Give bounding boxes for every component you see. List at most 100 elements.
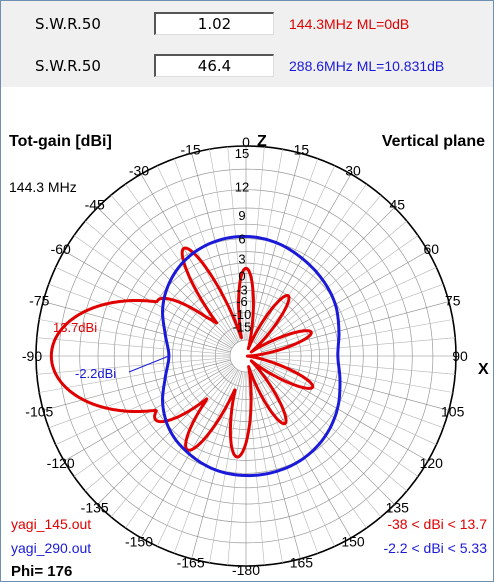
series-2-trace — [161, 235, 342, 478]
grid-spoke — [227, 371, 245, 566]
grid-spoke — [261, 319, 453, 354]
grid-spoke — [254, 183, 367, 344]
grid-spoke — [257, 207, 395, 345]
grid-spoke — [157, 165, 240, 342]
swr-row-2: S.W.R.50 46.4 288.6MHz ML=10.831dB — [1, 51, 493, 81]
angle-tick-label: -15 — [180, 141, 200, 157]
angle-tick-label: -90 — [22, 348, 42, 364]
grid-spoke — [258, 364, 419, 477]
grid-spoke — [43, 301, 231, 353]
swr-value-field: 1.02 — [154, 12, 274, 35]
grid-spoke — [73, 235, 234, 348]
swr-label: S.W.R.50 — [35, 15, 101, 33]
grid-spoke — [260, 362, 437, 445]
grid-spoke — [252, 370, 335, 547]
grid-spoke — [191, 153, 243, 341]
angle-tick-label: 150 — [341, 533, 365, 549]
grid-spoke — [36, 337, 231, 355]
angle-tick-label: 90 — [452, 348, 468, 364]
grid-spoke — [258, 235, 419, 348]
swr-row-1: S.W.R.50 1.02 144.3MHz ML=0dB — [1, 9, 493, 39]
angle-tick-label: 135 — [386, 499, 410, 515]
grid-spoke — [258, 366, 408, 492]
angle-tick-label: 30 — [345, 163, 361, 179]
swr-value-field: 46.4 — [154, 54, 274, 77]
angle-tick-label: -105 — [25, 403, 53, 419]
chart-title-right: Vertical plane — [382, 133, 485, 150]
radial-tick-label: -6 — [236, 294, 248, 309]
grid-spoke — [157, 370, 240, 547]
grid-spoke — [36, 357, 231, 375]
angle-tick-label: -135 — [81, 499, 109, 515]
grid-spoke — [256, 194, 382, 344]
grid-spoke — [73, 364, 234, 477]
grid-spoke — [251, 370, 319, 554]
axis-letter-x: X — [478, 361, 489, 378]
grid-spoke — [259, 250, 429, 349]
radial-tick-label: -10 — [233, 307, 252, 322]
angle-tick-label: -150 — [125, 533, 153, 549]
radial-tick-label: 3 — [238, 252, 245, 267]
swr-label: S.W.R.50 — [35, 57, 101, 75]
grid-spoke — [55, 362, 232, 445]
grid-spoke — [84, 220, 234, 346]
series-group — [49, 235, 342, 478]
grid-spoke — [227, 146, 245, 341]
axis-letter-z: Z — [257, 133, 267, 150]
frequency-label: 144.3 MHz — [9, 179, 77, 195]
grid-spoke — [48, 361, 232, 429]
angle-tick-label: 45 — [390, 197, 406, 213]
grid-spoke — [39, 319, 231, 354]
angle-tick-label: 60 — [424, 241, 440, 257]
grid-spoke — [253, 369, 352, 539]
angle-tick-label: -165 — [177, 555, 205, 571]
angle-tick-label: -45 — [85, 197, 105, 213]
swr-panel: S.W.R.50 1.02 144.3MHz ML=0dB S.W.R.50 4… — [1, 1, 493, 87]
angle-tick-label: -60 — [51, 241, 71, 257]
radial-tick-label: 9 — [238, 208, 245, 223]
grid-spoke — [260, 283, 444, 351]
grid-spoke — [249, 153, 301, 341]
grid-spoke — [110, 368, 236, 518]
angle-tick-label: 15 — [294, 141, 310, 157]
legend-range-1: -38 < dBi < 13.7 — [387, 516, 487, 532]
swr-note: 144.3MHz ML=0dB — [289, 16, 410, 32]
series-1-trace — [49, 246, 315, 459]
radial-tick-label: 15 — [235, 146, 249, 161]
grid-spoke — [43, 359, 231, 411]
angle-tick-label: -180 — [232, 562, 260, 578]
grid-spoke — [251, 158, 319, 342]
angle-tick-label: 105 — [441, 403, 465, 419]
phi-label: Phi= 176 — [11, 563, 72, 580]
grid-spoke — [254, 368, 367, 529]
grid-spoke — [248, 371, 283, 563]
grid-spoke — [260, 361, 444, 429]
polar-chart: 0 153045607590105120135150165-180-165-150… — [9, 133, 489, 580]
series-1-peak-label: 13.7dBi — [53, 320, 97, 335]
angle-tick-label: 75 — [445, 293, 461, 309]
grid-spoke — [259, 363, 429, 462]
grid-spoke — [261, 357, 456, 375]
tick-labels: 0 153045607590105120135150165-180-165-150… — [22, 134, 468, 578]
angle-tick-label: 0 — [242, 134, 250, 150]
grid-spoke — [258, 220, 408, 346]
grid-spoke — [247, 146, 265, 341]
radial-tick-label: -3 — [236, 282, 248, 297]
angle-tick-label: -120 — [47, 455, 75, 471]
radial-tick-label: 6 — [238, 232, 245, 247]
radial-tick-label: -15 — [233, 319, 252, 334]
swr-note: 288.6MHz ML=10.831dB — [289, 58, 445, 74]
grid-spoke — [39, 358, 231, 393]
series-2-peak-label: -2.2dBi — [75, 366, 116, 381]
polar-plot-area: 0 15 30 45 60 75 90 105 120 135 150 165 -180 -165 -150… — [1, 88, 493, 580]
grid-spoke — [125, 368, 238, 529]
angle-tick-label: -30 — [129, 163, 149, 179]
angle-tick-label: 165 — [290, 555, 314, 571]
legend-range-2: -2.2 < dBi < 5.33 — [383, 540, 487, 556]
angle-tick-label: -75 — [29, 293, 49, 309]
legend-series-1: yagi_145.out — [11, 516, 91, 532]
grid-spoke — [261, 337, 456, 355]
angle-tick-label: 120 — [420, 455, 444, 471]
grid-spoke — [261, 301, 449, 353]
chart-title-left: Tot-gain [dBi] — [9, 133, 112, 150]
